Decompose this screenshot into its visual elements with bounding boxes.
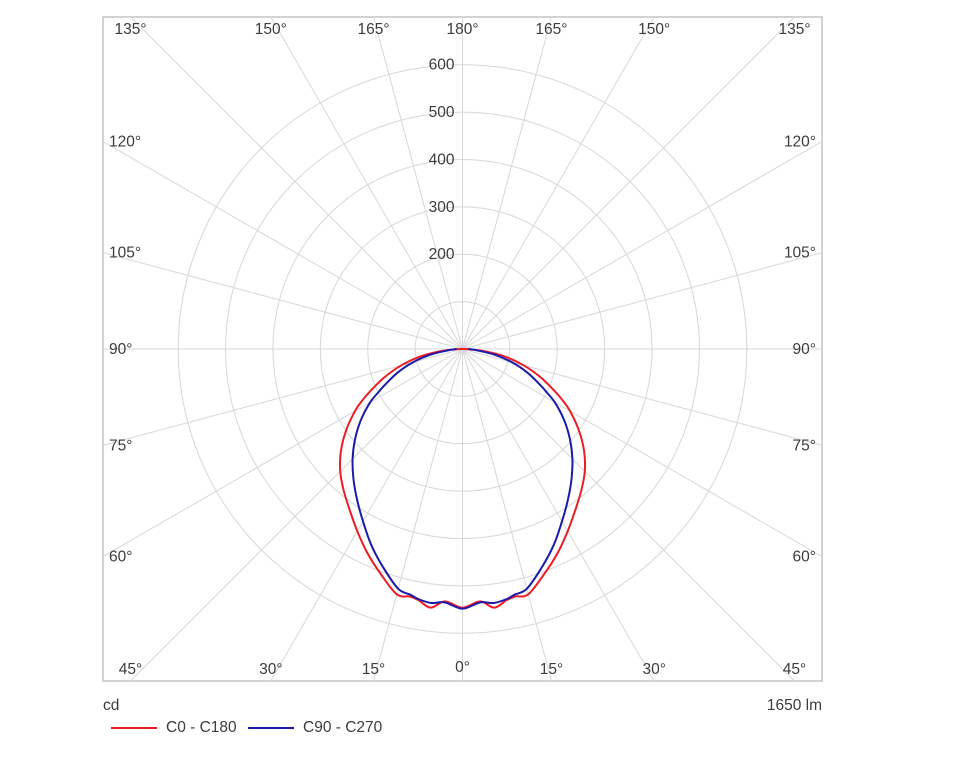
svg-text:165°: 165° — [358, 21, 390, 38]
svg-text:60°: 60° — [793, 549, 816, 566]
svg-text:200: 200 — [429, 246, 455, 263]
svg-text:600: 600 — [429, 57, 455, 74]
svg-text:45°: 45° — [783, 661, 806, 678]
svg-text:30°: 30° — [259, 661, 282, 678]
svg-text:30°: 30° — [642, 661, 665, 678]
svg-text:45°: 45° — [119, 661, 142, 678]
svg-text:75°: 75° — [109, 437, 132, 454]
svg-text:75°: 75° — [793, 437, 816, 454]
svg-text:120°: 120° — [109, 133, 141, 150]
svg-text:150°: 150° — [638, 21, 670, 38]
svg-text:500: 500 — [429, 104, 455, 121]
svg-text:120°: 120° — [784, 133, 816, 150]
svg-text:90°: 90° — [109, 341, 132, 358]
svg-text:105°: 105° — [109, 245, 141, 262]
svg-text:90°: 90° — [793, 341, 816, 358]
svg-text:165°: 165° — [535, 21, 567, 38]
svg-text:15°: 15° — [540, 661, 563, 678]
svg-text:400: 400 — [429, 151, 455, 168]
svg-text:135°: 135° — [778, 21, 810, 38]
svg-text:135°: 135° — [114, 21, 146, 38]
svg-text:105°: 105° — [784, 245, 816, 262]
svg-text:300: 300 — [429, 199, 455, 216]
svg-text:60°: 60° — [109, 549, 132, 566]
svg-text:15°: 15° — [362, 661, 385, 678]
svg-text:180°: 180° — [446, 21, 478, 38]
svg-text:0°: 0° — [455, 659, 470, 676]
svg-text:150°: 150° — [255, 21, 287, 38]
